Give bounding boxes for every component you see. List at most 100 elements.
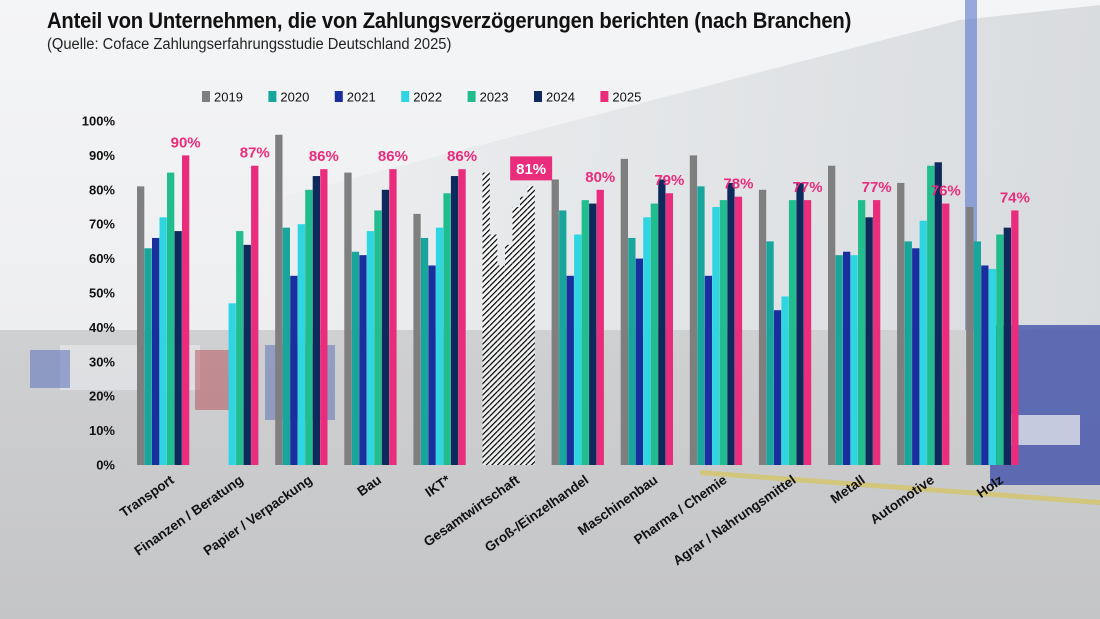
- bar-2025-10: [873, 200, 881, 465]
- data-label: 86%: [378, 148, 408, 165]
- category-group-10: [828, 165, 881, 465]
- bar-2022-1: [228, 303, 236, 465]
- data-label: 77%: [862, 179, 892, 196]
- y-tick-label: 50%: [89, 286, 115, 301]
- bar-2024-7: [658, 179, 666, 466]
- bar-2024-5: [520, 196, 528, 465]
- y-tick-label: 10%: [89, 423, 115, 438]
- bar-2020-2: [282, 227, 290, 465]
- bar-2023-1: [236, 231, 244, 465]
- legend-label-2023: 2023: [480, 90, 509, 105]
- bar-2019-11: [897, 182, 905, 466]
- bar-2022-0: [159, 217, 167, 465]
- bar-2019-9: [758, 189, 767, 466]
- bar-2024-3: [381, 189, 390, 466]
- category-group-1: [228, 165, 259, 465]
- bar-2023-9: [788, 200, 797, 465]
- bar-2025-6: [596, 189, 604, 466]
- bar-2022-12: [988, 268, 996, 465]
- y-tick-label: 0%: [96, 458, 115, 473]
- x-tick-label: IKT*: [422, 472, 453, 500]
- legend-swatch-2022: [401, 91, 410, 102]
- bar-2025-9: [803, 200, 812, 465]
- bar-2021-9: [773, 310, 782, 465]
- data-labels: 90% 87% 86% 86% 86% 81% 80% 79% 78% 77% 77% 76% 74%: [171, 134, 1030, 206]
- bar-2024-0: [174, 231, 182, 465]
- y-tick-label: 80%: [89, 182, 115, 197]
- bar-2019-12: [966, 207, 974, 465]
- bar-2021-2: [290, 275, 298, 465]
- bar-2020-3: [351, 251, 360, 465]
- data-label: 80%: [585, 169, 615, 186]
- category-group-0: [137, 155, 190, 466]
- bar-2022-7: [643, 217, 651, 465]
- bar-2022-4: [435, 227, 444, 465]
- category-group-6: [551, 179, 604, 466]
- bar-2024-12: [1003, 227, 1011, 465]
- data-label: 77%: [793, 179, 823, 196]
- y-tick-label: 90%: [89, 148, 115, 163]
- legend-swatch-2023: [467, 91, 476, 102]
- bar-2021-6: [566, 275, 574, 465]
- legend-swatch-2024: [534, 91, 542, 102]
- bar-2024-4: [450, 176, 459, 466]
- bar-2020-0: [144, 248, 152, 465]
- bar-2019-10: [828, 165, 836, 465]
- bar-2020-10: [835, 255, 843, 465]
- bar-2021-8: [704, 275, 713, 465]
- x-tick-label: Holz: [974, 472, 1006, 501]
- data-label: 79%: [654, 172, 684, 189]
- bar-2024-6: [589, 203, 597, 465]
- data-label: 86%: [447, 148, 477, 165]
- bar-2023-2: [305, 189, 313, 466]
- data-label: 74%: [1000, 189, 1030, 206]
- legend-swatch-2021: [334, 91, 343, 102]
- data-label: 87%: [240, 145, 270, 162]
- bar-2024-10: [865, 217, 873, 465]
- bar-2020-8: [697, 186, 705, 466]
- bar-2021-12: [981, 265, 989, 465]
- bar-2020-11: [904, 241, 912, 465]
- bar-2023-10: [858, 200, 866, 465]
- y-tick-label: 40%: [89, 320, 115, 335]
- bar-2019-8: [689, 155, 698, 465]
- y-tick-label: 20%: [89, 389, 115, 404]
- legend: 2019 2020 2021 2022 2023 2024 2025: [202, 90, 641, 105]
- bar-2024-9: [796, 182, 804, 466]
- bar-2024-2: [312, 176, 320, 466]
- bar-2020-12: [973, 241, 981, 465]
- x-tick-label: Transport: [117, 472, 177, 520]
- bar-2021-11: [912, 248, 920, 465]
- legend-label-2025: 2025: [612, 90, 641, 105]
- bar-2020-5: [490, 234, 498, 465]
- y-tick-label: 100%: [82, 114, 116, 129]
- category-group-8: [689, 155, 743, 466]
- category-group-11: [897, 162, 950, 466]
- x-tick-label: Automotive: [867, 472, 937, 527]
- bar-2021-3: [359, 255, 367, 465]
- category-group-7: [620, 158, 673, 466]
- bar-2020-4: [420, 237, 429, 465]
- data-label: 78%: [723, 176, 753, 193]
- bar-2019-6: [551, 179, 559, 466]
- bar-2022-11: [919, 220, 927, 465]
- bar-2023-11: [927, 165, 935, 465]
- data-label: 86%: [309, 148, 339, 165]
- bar-2024-1: [243, 244, 251, 465]
- category-group-2: [275, 134, 328, 466]
- bar-2023-8: [719, 200, 728, 465]
- bar-2019-3: [344, 172, 352, 465]
- bar-2022-8: [712, 207, 720, 465]
- category-group-4: [413, 169, 466, 466]
- bar-2021-7: [635, 258, 643, 465]
- bar-2019-5: [482, 172, 490, 465]
- bar-2022-10: [850, 255, 858, 465]
- highlight-label-box: [510, 156, 553, 181]
- bar-2025-11: [942, 203, 950, 465]
- category-group-3: [344, 169, 397, 466]
- x-tick-label: Metall: [828, 472, 868, 506]
- chart-subtitle: (Quelle: Coface Zahlungserfahrungsstudie…: [47, 36, 452, 53]
- bar-2025-0: [182, 155, 190, 465]
- x-tick-label: Agrar / Nahrungsmittel: [670, 472, 798, 568]
